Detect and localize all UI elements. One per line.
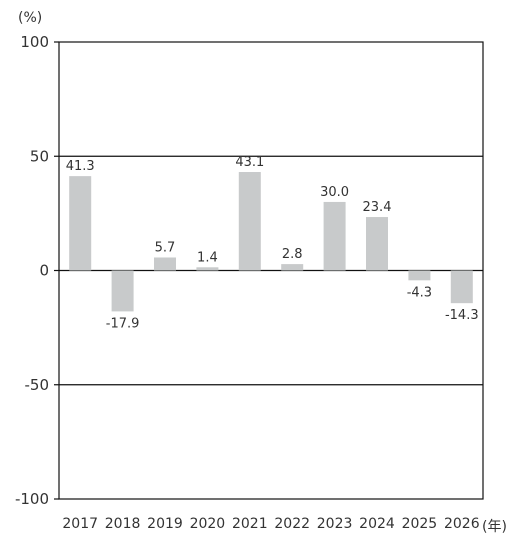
x-tick-label-2018: 2018 (105, 516, 141, 532)
x-tick-label-2026: 2026 (444, 516, 480, 532)
y-tick-label-2: 0 (39, 262, 49, 280)
x-tick-label-2019: 2019 (147, 516, 183, 532)
bar-2020 (196, 267, 219, 271)
data-label-2023: 30.0 (320, 185, 349, 200)
bar-2025 (408, 270, 431, 281)
data-label-2026: -14.3 (445, 308, 479, 323)
data-label-2017: 41.3 (66, 159, 95, 174)
bar-2023 (323, 201, 346, 271)
y-tick-label-0: 100 (20, 33, 49, 51)
data-label-2025: -4.3 (407, 285, 432, 300)
x-tick-label-2023: 2023 (317, 516, 353, 532)
data-label-2018: -17.9 (106, 316, 140, 331)
bar-2017 (69, 176, 92, 271)
bar-2018 (111, 270, 134, 312)
data-label-2024: 23.4 (363, 200, 392, 215)
x-tick-label-2024: 2024 (359, 516, 395, 532)
x-tick-label-2020: 2020 (190, 516, 226, 532)
bar-2022 (281, 264, 304, 271)
data-label-2022: 2.8 (282, 247, 303, 262)
x-unit-label: (年) (482, 519, 507, 535)
x-tick-label-2025: 2025 (402, 516, 438, 532)
y-tick-label-3: -50 (25, 376, 50, 394)
x-tick-label-2022: 2022 (274, 516, 310, 532)
bar-2021 (238, 172, 261, 271)
x-tick-label-2021: 2021 (232, 516, 268, 532)
bar-2024 (366, 217, 388, 271)
bar-2019 (154, 257, 176, 271)
y-tick-label-1: 50 (30, 147, 49, 165)
y-unit-label: (%) (18, 10, 42, 26)
bar-2026 (450, 270, 473, 304)
data-label-2019: 5.7 (155, 240, 176, 255)
data-label-2021: 43.1 (235, 155, 264, 170)
x-tick-label-2017: 2017 (62, 516, 98, 532)
data-label-2020: 1.4 (197, 250, 218, 265)
y-tick-label-4: -100 (15, 490, 49, 508)
